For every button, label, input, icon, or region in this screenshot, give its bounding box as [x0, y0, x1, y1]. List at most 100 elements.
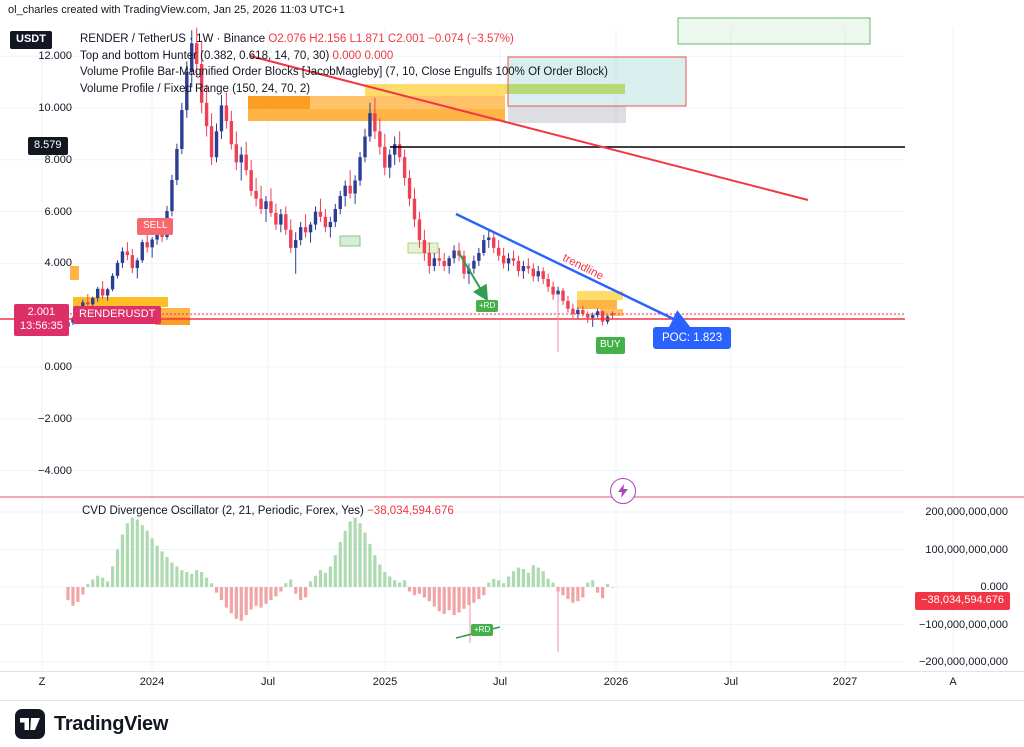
price-level-badge: 8.579 [28, 137, 68, 155]
cvd-bar [452, 587, 456, 616]
time-axis-label[interactable]: Z [38, 676, 46, 688]
oscillator-axis-label[interactable]: 100,000,000,000 [925, 543, 1008, 556]
cvd-bar [472, 587, 476, 603]
legend-indicator-vp-orderblocks[interactable]: Volume Profile Bar-Magnified Order Block… [80, 66, 608, 78]
cvd-bar [165, 557, 169, 587]
cvd-bar [457, 587, 461, 613]
oscillator-axis-label[interactable]: 200,000,000,000 [925, 506, 1008, 518]
candle-body [318, 211, 323, 217]
candle-body [323, 216, 328, 228]
cvd-bar [195, 570, 199, 587]
oscillator-value: −38,034,594.676 [367, 505, 454, 517]
oscillator-axis-label[interactable]: −200,000,000,000 [918, 656, 1008, 668]
last-price-value: 2.001 [27, 306, 56, 318]
cvd-bar [561, 587, 565, 596]
cvd-bar [388, 576, 392, 587]
candle-body [175, 148, 179, 181]
legend-indicator-hunter[interactable]: Top and bottom Hunter (0.382, 0.618, 14,… [80, 49, 330, 62]
candle-body [229, 120, 234, 145]
candle-body [432, 258, 436, 266]
cvd-bar [581, 587, 585, 598]
cvd-bar [205, 577, 209, 587]
candle-body [581, 310, 585, 314]
tradingview-logo-icon[interactable] [14, 708, 46, 740]
time-axis-label[interactable]: Jul [492, 676, 508, 688]
time-axis-label[interactable]: 2024 [139, 676, 165, 688]
candle-body [110, 275, 115, 290]
time-axis-label[interactable]: 2025 [372, 676, 398, 688]
last-price-badge: 2.001 13:56:35 [14, 304, 69, 336]
candle-body [536, 271, 540, 277]
cvd-bar [521, 569, 525, 587]
price-axis-label[interactable]: 4.000 [44, 257, 72, 270]
cvd-bar [125, 523, 129, 587]
candle-body [204, 102, 209, 127]
price-axis-label[interactable]: 8.000 [44, 153, 72, 166]
time-axis-label[interactable]: 2027 [832, 676, 858, 688]
cvd-bar [487, 582, 491, 587]
cvd-bar [437, 587, 441, 612]
candle-body [115, 262, 120, 276]
time-axis-label[interactable]: A [949, 676, 957, 688]
candle-body [487, 237, 491, 241]
volume-profile-bar [73, 297, 168, 307]
candle-body [600, 311, 605, 322]
oscillator-legend: CVD Divergence Oscillator (2, 21, Period… [82, 505, 454, 517]
cvd-bar [596, 587, 600, 593]
legend-indicator-vp-fixedrange[interactable]: Volume Profile / Fixed Range (150, 24, 7… [80, 82, 311, 95]
cvd-bar [145, 530, 149, 587]
cvd-bar [378, 564, 382, 587]
cvd-bar [516, 567, 521, 587]
candle-body [546, 278, 550, 287]
candle-body [130, 255, 135, 269]
candle-body [343, 185, 347, 197]
candle-body [437, 258, 441, 261]
volume-profile-bar [600, 309, 623, 316]
lightning-marker[interactable] [610, 478, 636, 504]
tradingview-logo-text[interactable]: TradingView [54, 712, 169, 735]
order-block-box [339, 235, 361, 247]
candle-body [383, 146, 387, 168]
price-axis-label[interactable]: 6.000 [44, 205, 72, 218]
candle-body [571, 308, 575, 314]
candle-body [135, 260, 139, 269]
price-axis-label[interactable]: 12.000 [38, 50, 72, 63]
candle-body [417, 219, 422, 241]
cvd-bar [284, 583, 288, 587]
candle-body [298, 227, 303, 241]
drawing-line[interactable] [249, 55, 809, 201]
sell-signal-badge: SELL [137, 218, 174, 235]
drawing-line[interactable] [455, 212, 691, 328]
oscillator-title[interactable]: CVD Divergence Oscillator (2, 21, Period… [82, 505, 364, 517]
candle-body [477, 253, 481, 261]
legend-symbol-title[interactable]: RENDER / TetherUS · 1W · Binance [80, 33, 266, 45]
candle-body [234, 144, 238, 163]
cvd-bar [180, 570, 184, 587]
price-axis-label[interactable]: −4.000 [38, 464, 72, 477]
time-axis-label[interactable]: Jul [260, 676, 276, 688]
candle-body [610, 313, 615, 316]
price-axis-label[interactable]: 10.000 [38, 102, 72, 114]
cvd-bar [219, 587, 224, 601]
cvd-bar [363, 532, 367, 587]
volume-profile-bar [365, 84, 505, 96]
candle-body [214, 131, 219, 158]
cvd-bar [467, 587, 471, 605]
candle-body [180, 110, 184, 149]
price-axis-currency-badge[interactable]: USDT [10, 31, 52, 49]
time-axis-label[interactable]: 2026 [603, 676, 629, 688]
oscillator-axis-label[interactable]: 0.000 [980, 581, 1008, 593]
candle-body [378, 131, 382, 147]
candle-body [190, 43, 194, 72]
drawing-line[interactable] [458, 252, 489, 302]
time-axis-label[interactable]: Jul [723, 676, 739, 688]
candle-body [125, 251, 130, 256]
candle-body [531, 268, 535, 277]
cvd-bar [546, 578, 550, 587]
price-axis-label[interactable]: 0.000 [44, 361, 72, 373]
cvd-bar [106, 581, 110, 587]
price-axis-label[interactable]: −2.000 [38, 412, 72, 425]
oscillator-axis-label[interactable]: −100,000,000,000 [918, 618, 1008, 631]
cvd-bar [511, 571, 516, 587]
